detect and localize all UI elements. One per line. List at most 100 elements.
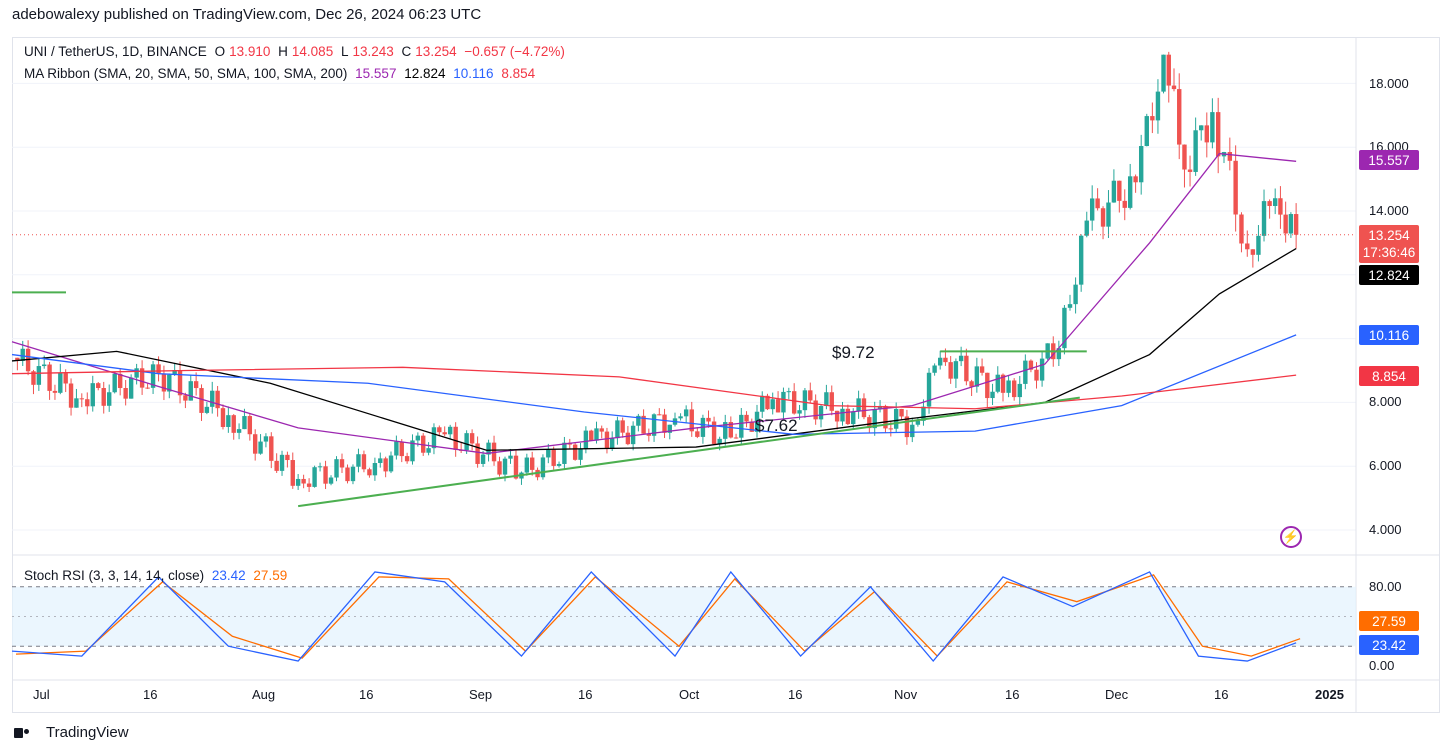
candle-body — [247, 416, 253, 435]
candle-body — [236, 429, 242, 433]
candle-body — [943, 357, 948, 363]
candle-body — [85, 399, 90, 407]
candle-body — [469, 433, 475, 444]
price-axis-label: 4.000 — [1369, 522, 1402, 537]
candle-body — [834, 410, 840, 422]
candle-body — [979, 366, 985, 373]
candle-body — [502, 458, 508, 475]
candle-body — [620, 420, 625, 433]
candle-body — [760, 395, 765, 412]
candle-body — [1261, 201, 1267, 236]
candle-body — [921, 406, 926, 421]
candle-body — [1133, 176, 1138, 183]
candle-body — [1210, 112, 1215, 143]
candle-body — [667, 424, 672, 433]
time-axis-label: Jul — [33, 687, 50, 702]
candle-body — [242, 416, 247, 430]
candle-body — [883, 405, 888, 429]
candle-body — [404, 456, 410, 462]
candle-body — [910, 424, 915, 438]
ma50-tag: 12.824 — [1359, 265, 1419, 285]
ma-ribbon-label[interactable]: MA Ribbon (SMA, 20, SMA, 50, SMA, 100, S… — [24, 66, 348, 81]
candle-body — [948, 362, 953, 379]
candle-body — [797, 410, 802, 414]
rsi-d-line — [15, 574, 1301, 659]
candle-body — [1177, 89, 1182, 145]
candle-body — [1084, 220, 1089, 236]
candle-body — [1193, 130, 1198, 172]
candle-body — [1233, 160, 1238, 215]
candle-body — [399, 441, 404, 457]
candle-body — [556, 463, 562, 466]
stoch-rsi-label[interactable]: Stoch RSI (3, 3, 14, 14, close) — [24, 568, 205, 583]
candle-body — [824, 392, 829, 407]
ma20-tag: 15.557 — [1359, 150, 1419, 170]
candle-body — [437, 427, 442, 433]
candle-body — [290, 460, 295, 486]
candle-body — [426, 448, 431, 453]
candle-body — [1187, 169, 1193, 172]
candle-body — [150, 364, 156, 388]
candle-body — [410, 440, 415, 462]
price-axis-label: 14.000 — [1369, 203, 1409, 218]
candle-body — [252, 434, 258, 454]
candle-body — [1117, 180, 1122, 201]
candle-body — [904, 416, 910, 438]
candle-body — [431, 427, 437, 449]
candle-body — [813, 400, 818, 420]
candle-body — [215, 390, 220, 409]
candle-body — [367, 469, 372, 476]
candle-body — [145, 387, 150, 389]
candle-body — [1100, 208, 1106, 227]
price-axis-label: 8.000 — [1369, 394, 1402, 409]
candle-body — [641, 415, 646, 434]
candle-body — [765, 395, 770, 410]
candle-body — [651, 414, 657, 436]
rsi-k-value: 23.42 — [211, 568, 246, 583]
open-value: 13.910 — [229, 44, 271, 59]
candle-body — [856, 398, 861, 412]
candle-body — [58, 373, 63, 393]
candle-body — [345, 467, 350, 482]
candle-body — [1245, 243, 1250, 250]
ma200-tag: 8.854 — [1359, 366, 1419, 386]
candle-body — [1127, 176, 1133, 208]
last-price-tag: 13.254 17:36:46 — [1359, 225, 1419, 263]
candle-body — [872, 409, 877, 429]
candle-body — [1204, 125, 1209, 143]
candle-body — [475, 443, 480, 464]
time-axis-label: 16 — [578, 687, 593, 702]
candle-body — [589, 430, 594, 441]
candle-body — [1283, 214, 1288, 234]
time-axis-label: Aug — [252, 687, 276, 702]
footer-brand: TradingView — [46, 724, 129, 741]
candle-body — [546, 449, 551, 458]
candle-body — [733, 437, 739, 439]
candle-body — [609, 438, 615, 450]
candle-body — [388, 455, 394, 472]
candle-body — [678, 416, 683, 419]
candle-body — [415, 435, 421, 441]
symbol-label[interactable]: UNI / TetherUS, 1D, BINANCE — [24, 44, 207, 59]
candle-body — [226, 415, 231, 427]
candle-body — [1161, 54, 1166, 92]
candle-body — [861, 398, 867, 418]
candle-body — [562, 442, 567, 464]
candle-body — [646, 433, 652, 436]
ma20-value: 15.557 — [355, 66, 397, 81]
candle-body — [123, 388, 128, 399]
candle-body — [1250, 249, 1256, 255]
candle-body — [808, 390, 813, 401]
candle-body — [68, 383, 74, 408]
lightning-icon[interactable]: ⚡ — [1280, 526, 1302, 548]
candle-body — [508, 455, 513, 459]
candle-body — [786, 391, 792, 393]
candle-body — [1166, 54, 1171, 86]
price-axis-label: 6.000 — [1369, 458, 1402, 473]
close-value: 13.254 — [415, 44, 457, 59]
candle-body — [781, 391, 786, 413]
rsi-legend: Stoch RSI (3, 3, 14, 14, close) 23.42 27… — [24, 568, 291, 583]
candle-body — [486, 442, 491, 455]
candle-body — [845, 408, 851, 425]
